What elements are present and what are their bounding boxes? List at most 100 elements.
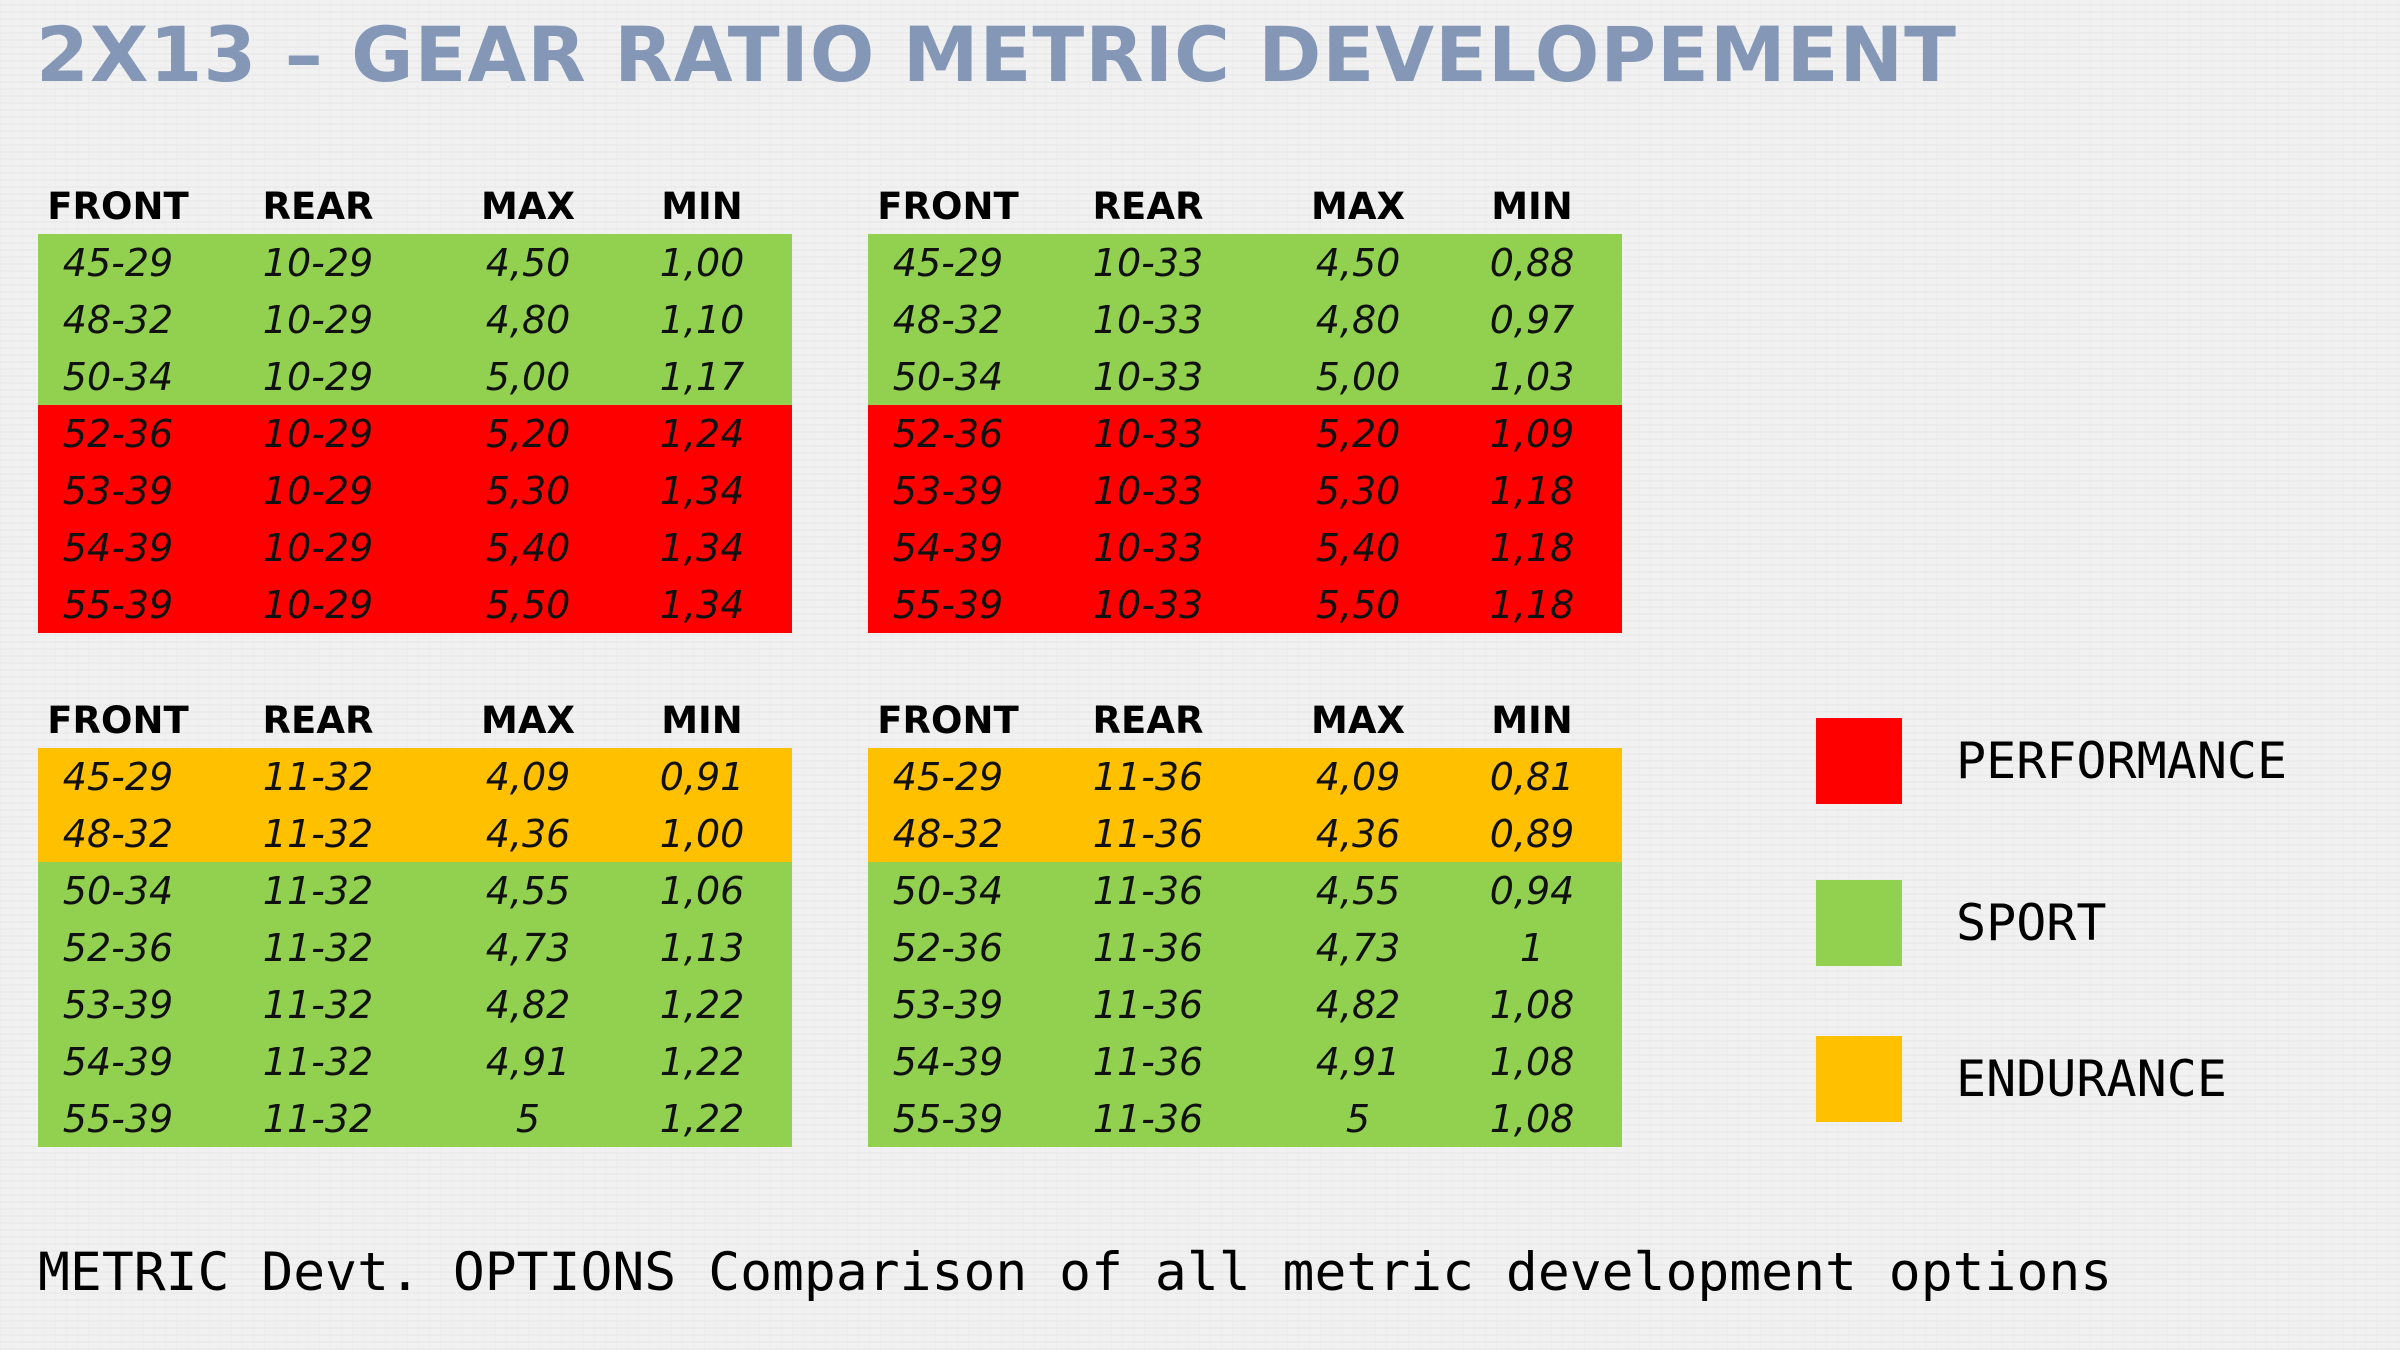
rear-cell: 10-33 [1092, 297, 1204, 342]
max-cell: 5,00 [1315, 354, 1401, 399]
front-cell: 48-32 [62, 297, 174, 342]
front-cell: 52-36 [892, 925, 1004, 970]
legend-label-sport: SPORT [1956, 894, 2107, 952]
min-cell: 1 [1519, 925, 1545, 970]
min-cell: 0,88 [1489, 240, 1575, 285]
front-cell: 50-34 [62, 868, 174, 913]
front-cell: 53-39 [892, 468, 1004, 513]
caption: METRIC Devt. OPTIONS Comparison of all me… [38, 1242, 2113, 1303]
min-cell: 0,91 [659, 754, 745, 799]
table-row: 53-39 10-33 5,30 1,18 [868, 462, 1622, 519]
legend-label-performance: PERFORMANCE [1956, 732, 2288, 790]
table-row: 55-39 11-36 5 1,08 [868, 1090, 1622, 1147]
rear-cell: 10-29 [262, 525, 374, 570]
rear-cell: 10-33 [1092, 354, 1204, 399]
table-row: 55-39 11-32 5 1,22 [38, 1090, 792, 1147]
min-cell: 0,94 [1489, 868, 1575, 913]
rear-cell: 11-36 [1092, 868, 1204, 913]
max-cell: 4,50 [1315, 240, 1401, 285]
front-cell: 48-32 [62, 811, 174, 856]
table-row: 45-29 11-32 4,09 0,91 [38, 748, 792, 805]
header-rear: REAR [1092, 699, 1204, 742]
rear-cell: 11-32 [262, 982, 374, 1027]
rear-cell: 11-32 [262, 754, 374, 799]
table-row: 45-29 11-36 4,09 0,81 [868, 748, 1622, 805]
max-cell: 5,30 [485, 468, 571, 513]
rear-cell: 10-33 [1092, 240, 1204, 285]
rear-cell: 10-29 [262, 582, 374, 627]
rear-cell: 10-33 [1092, 582, 1204, 627]
table-row: 54-39 10-29 5,40 1,34 [38, 519, 792, 576]
caption-text: Comparison of all metric development opt… [708, 1242, 2113, 1303]
rear-cell: 10-29 [262, 468, 374, 513]
rear-cell: 10-29 [262, 297, 374, 342]
max-cell: 5,40 [485, 525, 571, 570]
header-max: MAX [1311, 699, 1405, 742]
max-cell: 4,36 [485, 811, 571, 856]
max-cell: 5 [1345, 1096, 1371, 1141]
max-cell: 4,73 [485, 925, 571, 970]
min-cell: 1,17 [659, 354, 745, 399]
max-cell: 4,80 [485, 297, 571, 342]
header-min: MIN [1491, 699, 1573, 742]
header-front: FRONT [877, 699, 1019, 742]
legend-item-sport: SPORT [1816, 880, 2376, 966]
front-cell: 50-34 [892, 868, 1004, 913]
gear-table-10-33: FRONT REAR MAX MIN 45-29 10-33 4,50 0,88 48-32 10… [868, 172, 1622, 633]
max-cell: 4,82 [485, 982, 571, 1027]
rear-cell: 10-29 [262, 354, 374, 399]
legend-item-endurance: ENDURANCE [1816, 1036, 2376, 1122]
min-cell: 1,03 [1489, 354, 1575, 399]
front-cell: 45-29 [62, 240, 174, 285]
min-cell: 1,08 [1489, 1096, 1575, 1141]
min-cell: 1,22 [659, 1096, 745, 1141]
table-row: 48-32 10-29 4,80 1,10 [38, 291, 792, 348]
min-cell: 1,18 [1489, 582, 1575, 627]
min-cell: 1,00 [659, 240, 745, 285]
max-cell: 4,55 [485, 868, 571, 913]
max-cell: 4,09 [1315, 754, 1401, 799]
front-cell: 48-32 [892, 297, 1004, 342]
front-cell: 53-39 [62, 982, 174, 1027]
table-row: 54-39 10-33 5,40 1,18 [868, 519, 1622, 576]
table-row: 50-34 11-32 4,55 1,06 [38, 862, 792, 919]
max-cell: 4,36 [1315, 811, 1401, 856]
max-cell: 5,40 [1315, 525, 1401, 570]
table-row: 52-36 10-29 5,20 1,24 [38, 405, 792, 462]
gear-table-11-36: FRONT REAR MAX MIN 45-29 11-36 4,09 0,81 48-32 11… [868, 686, 1622, 1147]
header-max: MAX [1311, 185, 1405, 228]
rear-cell: 11-32 [262, 925, 374, 970]
legend-swatch-sport [1816, 880, 1902, 966]
max-cell: 5 [515, 1096, 541, 1141]
min-cell: 0,81 [1489, 754, 1575, 799]
rear-cell: 10-33 [1092, 468, 1204, 513]
front-cell: 55-39 [62, 582, 174, 627]
table-row: 52-36 11-36 4,73 1 [868, 919, 1622, 976]
min-cell: 1,06 [659, 868, 745, 913]
table-row: 52-36 11-32 4,73 1,13 [38, 919, 792, 976]
header-min: MIN [1491, 185, 1573, 228]
header-min: MIN [661, 185, 743, 228]
min-cell: 1,34 [659, 468, 745, 513]
rear-cell: 10-33 [1092, 525, 1204, 570]
header-min: MIN [661, 699, 743, 742]
header-rear: REAR [1092, 185, 1204, 228]
table-row: 50-34 11-36 4,55 0,94 [868, 862, 1622, 919]
table-header-row: FRONT REAR MAX MIN [38, 686, 792, 748]
front-cell: 45-29 [892, 240, 1004, 285]
max-cell: 4,73 [1315, 925, 1401, 970]
rear-cell: 11-36 [1092, 1096, 1204, 1141]
table-row: 55-39 10-33 5,50 1,18 [868, 576, 1622, 633]
front-cell: 52-36 [62, 925, 174, 970]
min-cell: 1,18 [1489, 525, 1575, 570]
max-cell: 4,09 [485, 754, 571, 799]
rear-cell: 10-29 [262, 411, 374, 456]
table-row: 54-39 11-36 4,91 1,08 [868, 1033, 1622, 1090]
max-cell: 4,80 [1315, 297, 1401, 342]
rear-cell: 11-32 [262, 1096, 374, 1141]
front-cell: 54-39 [62, 1039, 174, 1084]
min-cell: 1,34 [659, 582, 745, 627]
table-row: 45-29 10-29 4,50 1,00 [38, 234, 792, 291]
rear-cell: 11-32 [262, 868, 374, 913]
max-cell: 5,30 [1315, 468, 1401, 513]
